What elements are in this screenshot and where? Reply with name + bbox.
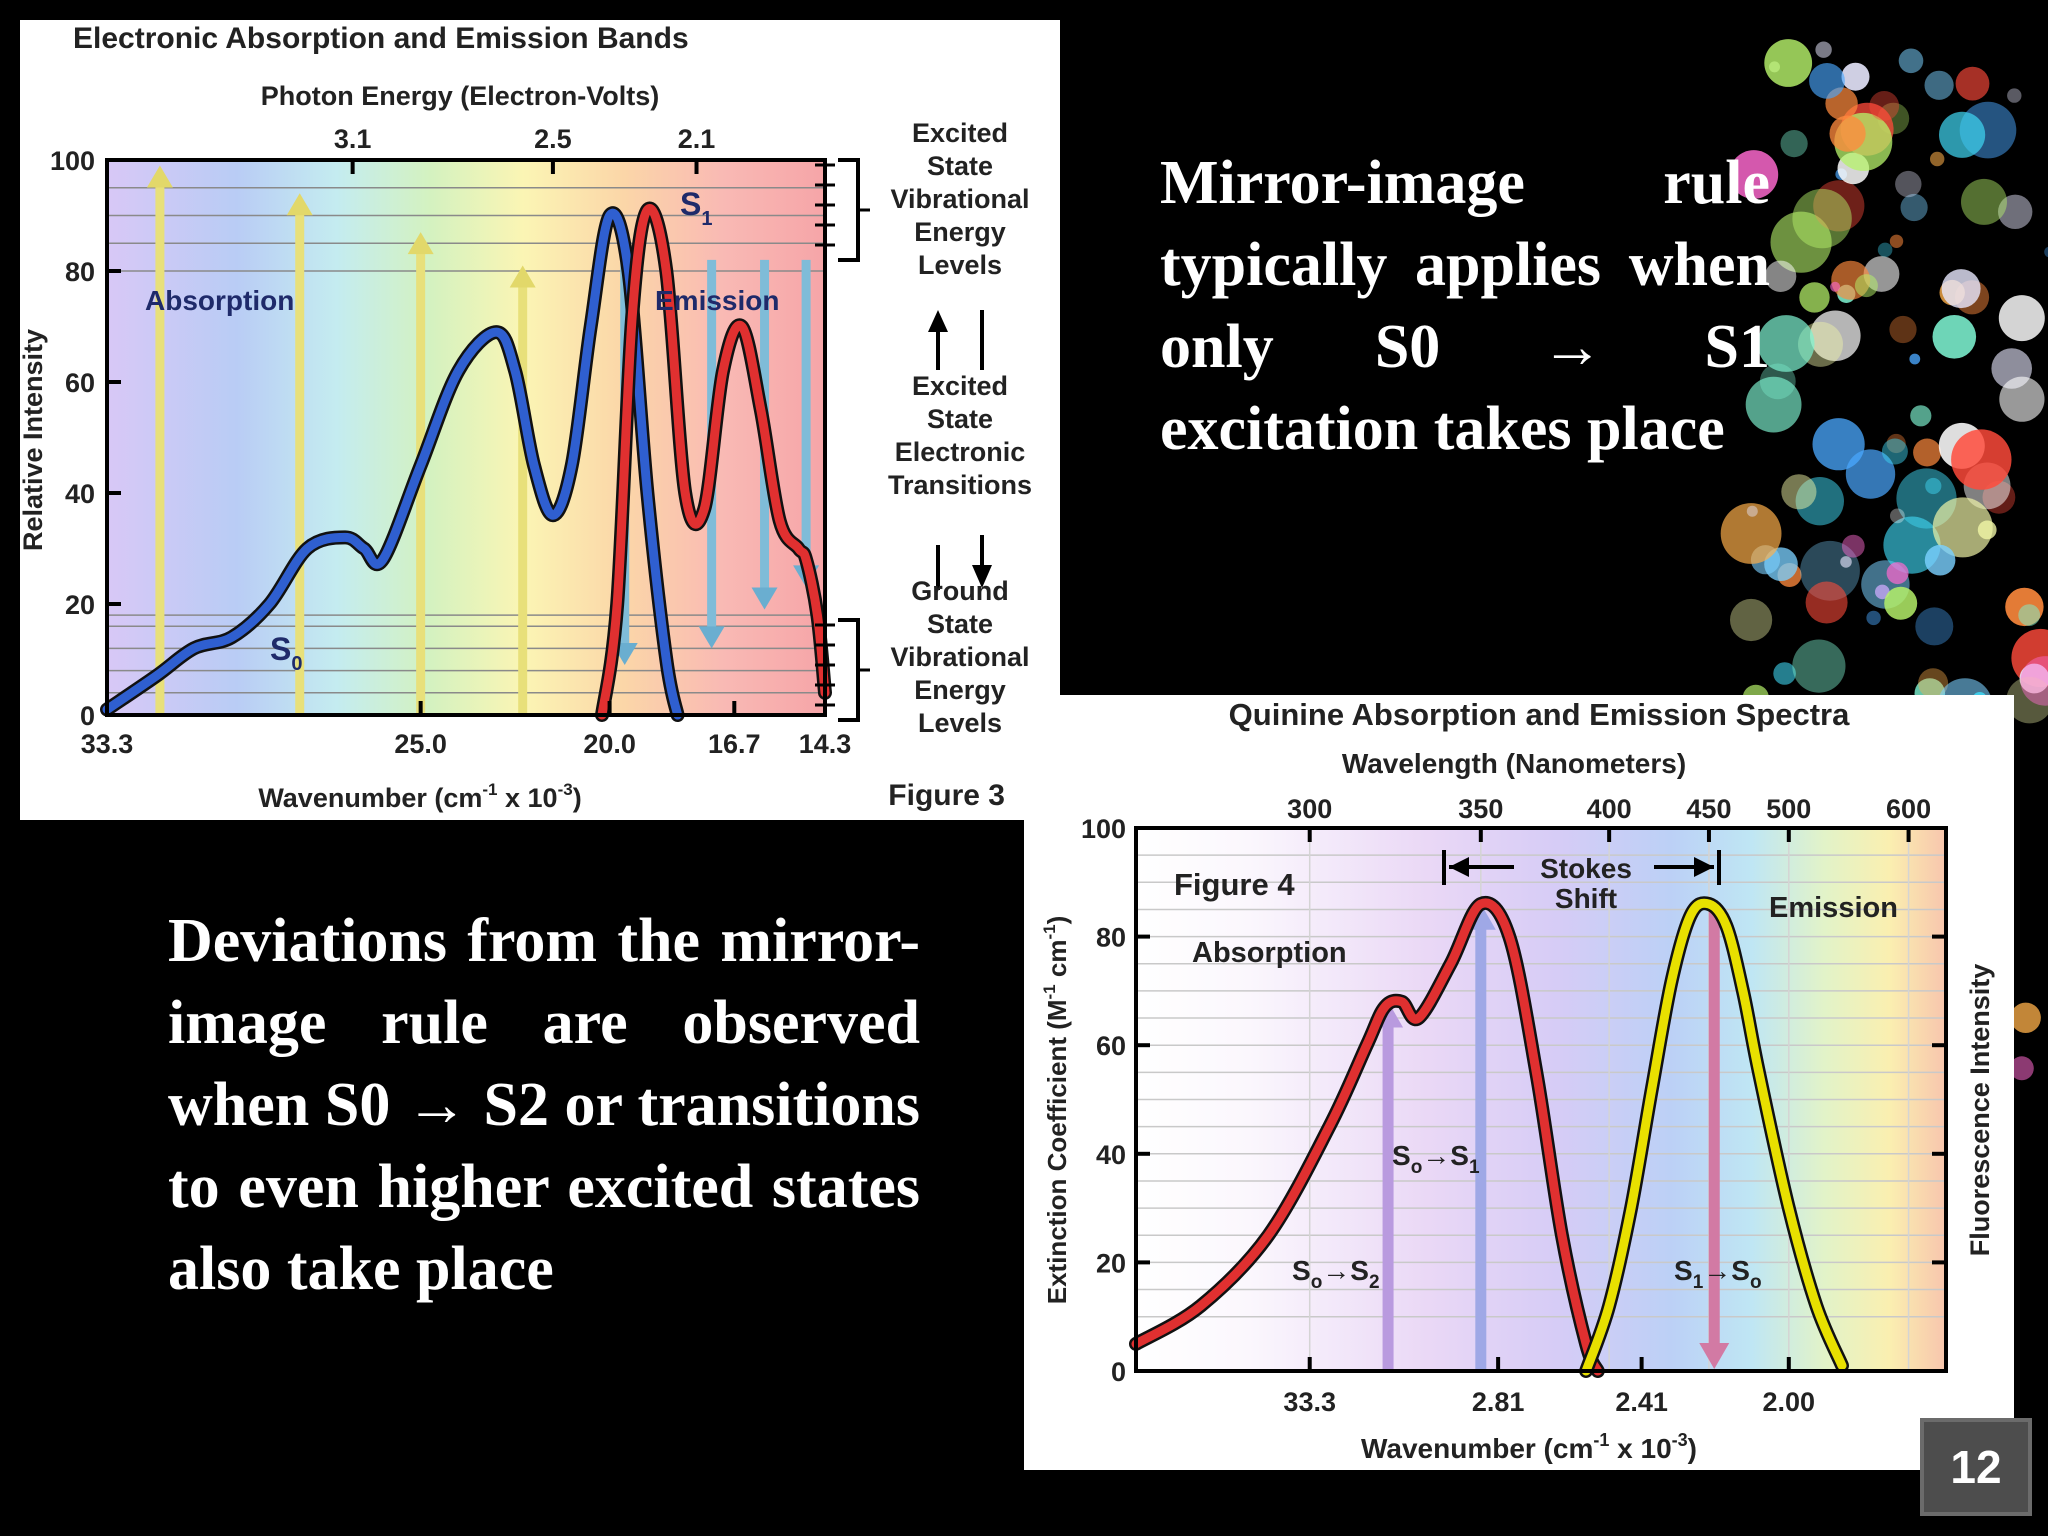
chart-title: Electronic Absorption and Emission Bands (73, 22, 689, 55)
energy-level-brackets (815, 158, 992, 722)
shift-label: Shift (1555, 883, 1617, 914)
y-tick-label: 80 (1096, 923, 1126, 953)
figure-4-chart: 0 20 40 60 80 100 33.3 2.81 2.41 2.00 300 350 400 450… (1040, 697, 1995, 1464)
top-tick-label: 350 (1458, 794, 1503, 824)
s1-label: S1 (680, 186, 712, 230)
plot-frame (105, 158, 827, 717)
stokes-shift-marker (1442, 850, 1721, 885)
transition-arrowhead (1699, 1343, 1730, 1369)
y-tick-label: 60 (65, 368, 95, 398)
mirror-image-rule-text: Mirror-image rule typically applies when… (1160, 149, 1770, 463)
y-tick-label: 100 (50, 146, 95, 176)
figure-3-label: Figure 3 (888, 779, 1005, 812)
y-tick-label: 0 (1111, 1357, 1126, 1387)
x-tick-label: 25.0 (394, 729, 447, 759)
top-axis-label: Wavelength (Nanometers) (1342, 748, 1686, 779)
y-tick-label: 80 (65, 257, 95, 287)
top-tick-label: 600 (1886, 794, 1931, 824)
y-tick-label: 100 (1081, 814, 1126, 844)
y-tick-label: 60 (1096, 1031, 1126, 1061)
x-tick-label: 2.81 (1472, 1387, 1525, 1417)
figure-3-panel: 0 20 40 60 80 100 33.3 25.0 20.0 16.7 14.3 3.1 2.5 2.… (20, 20, 1060, 820)
figure-4-panel: 0 20 40 60 80 100 33.3 2.81 2.41 2.00 300 350 400 450… (1024, 695, 2014, 1470)
x-tick-label: 16.7 (708, 729, 761, 759)
plot-background (107, 160, 825, 715)
figure-4-label: Figure 4 (1174, 867, 1295, 902)
x-tick-label: 33.3 (1283, 1387, 1336, 1417)
y-tick-label: 40 (1096, 1140, 1126, 1170)
s1-s0-label: S1→So (1674, 1255, 1762, 1293)
y-tick-label: 20 (65, 590, 95, 620)
y-tick-label: 20 (1096, 1248, 1126, 1278)
plot-frame (1134, 826, 1948, 1373)
absorption-curve (1131, 898, 1603, 1376)
emission-curve (597, 203, 830, 720)
emission-label: Emission (655, 285, 779, 316)
top-tick-label: 2.5 (534, 124, 572, 154)
absorption-arrowhead (146, 165, 173, 188)
absorption-label: Absorption (145, 285, 294, 316)
x-tick-label: 14.3 (799, 729, 852, 759)
excited-vibrational-label: Excited State Vibrational Energy Levels (890, 118, 1029, 280)
y-axis-label: Relative Intensity (20, 329, 48, 551)
top-axis-label: Photon Energy (Electron-Volts) (261, 81, 660, 111)
emission-label: Emission (1769, 892, 1898, 924)
emission-curve (1581, 898, 1847, 1376)
chart-title: Quinine Absorption and Emission Spectra (1229, 697, 1850, 732)
top-tick-label: 400 (1587, 794, 1632, 824)
top-tick-label: 450 (1686, 794, 1731, 824)
emission-arrowhead (698, 626, 725, 649)
top-tick-label: 500 (1766, 794, 1811, 824)
absorption-arrowhead (286, 193, 313, 216)
x-tick-label: 20.0 (583, 729, 636, 759)
x-tick-label: 2.41 (1615, 1387, 1668, 1417)
excited-electronic-label: Excited State Electronic Transitions (888, 371, 1032, 500)
x-axis-label: Wavenumber (cm-1 x 10-3) (258, 780, 581, 813)
absorption-arrowhead (509, 265, 536, 288)
x-axis-label: Wavenumber (cm-1 x 10-3) (1361, 1430, 1697, 1464)
figure-3-chart: 0 20 40 60 80 100 33.3 25.0 20.0 16.7 14.3 3.1 2.5 2.… (20, 22, 1032, 813)
y-axis-label: Extinction Coefficient (M-1 cm-1) (1040, 916, 1072, 1305)
absorption-label: Absorption (1192, 937, 1347, 969)
ground-vibrational-label: Ground State Vibrational Energy Levels (890, 576, 1029, 738)
y2-axis-label: Fluorescence Intensity (1965, 964, 1995, 1257)
deviations-text: Deviations from the mirror-image rule ar… (168, 907, 920, 1303)
absorption-arrowhead (407, 232, 434, 255)
s0-s1-label: So→S1 (1392, 1140, 1480, 1178)
y-tick-label: 0 (80, 701, 95, 731)
top-tick-label: 2.1 (678, 124, 716, 154)
s0-s2-label: So→S2 (1292, 1255, 1380, 1293)
y-tick-label: 40 (65, 479, 95, 509)
stokes-label: Stokes (1540, 853, 1632, 884)
s0-label: S0 (270, 631, 302, 675)
x-tick-label: 33.3 (81, 729, 134, 759)
page-number: 12 (1920, 1418, 2032, 1516)
emission-arrowhead (751, 587, 778, 610)
top-tick-label: 300 (1287, 794, 1332, 824)
top-tick-label: 3.1 (334, 124, 372, 154)
x-tick-label: 2.00 (1763, 1387, 1816, 1417)
